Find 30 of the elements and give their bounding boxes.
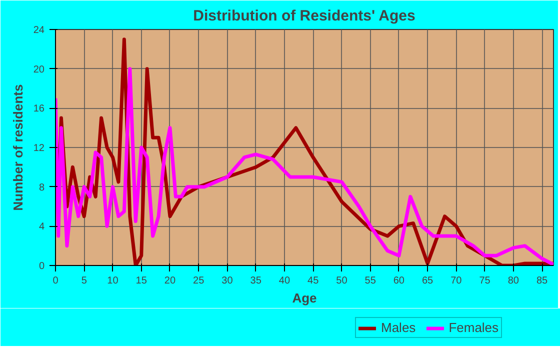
x-tick-label: 5 — [81, 276, 88, 286]
x-tick-label: 65 — [422, 276, 434, 286]
x-tick-label: 25 — [193, 276, 205, 286]
y-tick-label: 12 — [33, 143, 45, 154]
x-tick-label: 75 — [479, 276, 491, 286]
x-tick-label: 10 — [107, 276, 119, 286]
legend-label: Males — [381, 320, 416, 335]
x-tick-label: 60 — [393, 276, 405, 286]
x-tick-label: 40 — [278, 276, 290, 286]
x-tick-label: 50 — [336, 276, 348, 286]
chart-title: Distribution of Residents' Ages — [193, 8, 416, 24]
y-tick-label: 0 — [38, 261, 45, 272]
x-tick-label: 30 — [222, 276, 234, 286]
y-tick-label: 8 — [38, 182, 45, 194]
x-tick-label: 15 — [136, 276, 148, 286]
x-tick-label: 45 — [308, 276, 320, 286]
y-axis-title: Number of residents — [10, 84, 26, 211]
y-tick-label: 24 — [33, 25, 45, 36]
x-axis-title: Age — [292, 290, 317, 306]
x-tick-label: 0 — [52, 276, 59, 286]
y-tick-label: 16 — [33, 104, 45, 115]
y-tick-label: 4 — [38, 222, 45, 233]
x-tick-label: 85 — [536, 276, 548, 286]
x-tick-label: 35 — [250, 276, 262, 286]
x-tick-label: 80 — [508, 276, 520, 286]
y-tick-label: 20 — [33, 64, 45, 76]
x-tick-label: 20 — [164, 276, 176, 286]
x-tick-label: 70 — [450, 276, 462, 286]
x-tick-label: 55 — [364, 276, 376, 286]
legend-label: Females — [448, 320, 499, 335]
